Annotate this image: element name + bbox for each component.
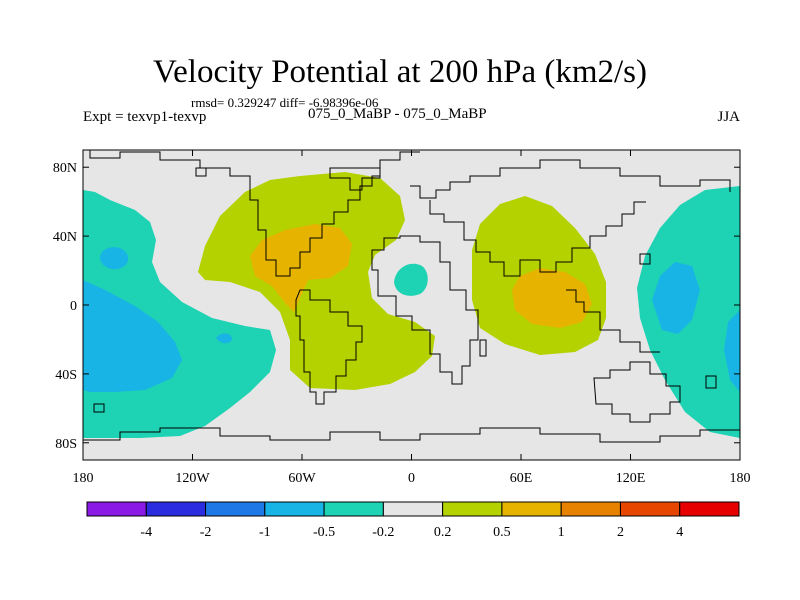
lon-tick-label: 60W <box>288 471 316 486</box>
colorbar-swatch <box>382 501 444 517</box>
region-atlantic-positive-core <box>250 224 352 312</box>
colorbar-label: -2 <box>200 525 212 540</box>
season-label: JJA <box>717 109 740 125</box>
colorbar-label: 0.5 <box>493 525 511 540</box>
colorbar-label: 0.2 <box>434 525 452 540</box>
colorbar-swatch <box>442 501 503 517</box>
colorbar-label: 2 <box>617 525 624 540</box>
lat-tick-label: 80S <box>55 437 77 452</box>
colorbar-swatch <box>501 501 562 517</box>
colorbar-swatch <box>323 501 384 517</box>
region-africa-small-negative <box>394 263 428 296</box>
rmsd-diff-stats: rmsd= 0.329247 diff= -6.98396e-06 <box>191 95 379 110</box>
region-asia-positive-core <box>512 268 592 328</box>
colorbar-swatch <box>264 501 325 517</box>
latitude-axis: 80N 40N 0 40S 80S <box>53 161 740 452</box>
plot-title: Velocity Potential at 200 hPa (km2/s) <box>152 54 648 90</box>
lat-tick-label: 80N <box>53 161 77 176</box>
region-west-pacific-negative-core <box>83 280 182 392</box>
colorbar-label: -0.5 <box>313 525 335 540</box>
coastlines <box>83 150 740 443</box>
colorbar-label: 1 <box>558 525 565 540</box>
lon-tick-label: 120W <box>175 471 210 486</box>
map-panel <box>83 150 740 460</box>
lon-tick-label: 180 <box>730 471 751 486</box>
colorbar-swatch <box>560 501 621 517</box>
colorbar-swatch <box>145 501 207 517</box>
lon-tick-label: 180 <box>73 471 94 486</box>
comparison-label: 075_0_MaBP - 075_0_MaBP <box>308 106 487 122</box>
experiment-label: Expt = texvp1-texvp <box>83 109 207 125</box>
region-atlantic-positive <box>198 172 435 390</box>
lat-tick-label: 0 <box>70 299 77 314</box>
colorbar-swatch <box>619 501 681 517</box>
colorbar: -4 -2 -1 -0.5 -0.2 0.2 0.5 1 2 4 <box>86 501 740 540</box>
lat-tick-label: 40N <box>53 230 77 245</box>
colorbar-swatch <box>86 501 147 517</box>
colorbar-label: -1 <box>259 525 271 540</box>
colorbar-swatch <box>679 501 740 517</box>
longitude-axis: 180 120W 60W 0 60E 120E 180 <box>73 150 751 486</box>
colorbar-swatch <box>205 501 266 517</box>
colorbar-label: 4 <box>676 525 683 540</box>
region-west-pacific-negative-core-dot <box>216 333 232 344</box>
lon-tick-label: 0 <box>408 471 415 486</box>
colorbar-label: -0.2 <box>372 525 394 540</box>
region-east-pacific-negative-core <box>652 262 700 334</box>
lat-tick-label: 40S <box>55 368 77 383</box>
region-west-pacific-negative-core-small <box>100 247 129 270</box>
lon-tick-label: 60E <box>510 471 533 486</box>
colorbar-label: -4 <box>140 525 152 540</box>
lon-tick-label: 120E <box>616 471 646 486</box>
region-east-pacific-negative-core-edge <box>724 310 740 392</box>
